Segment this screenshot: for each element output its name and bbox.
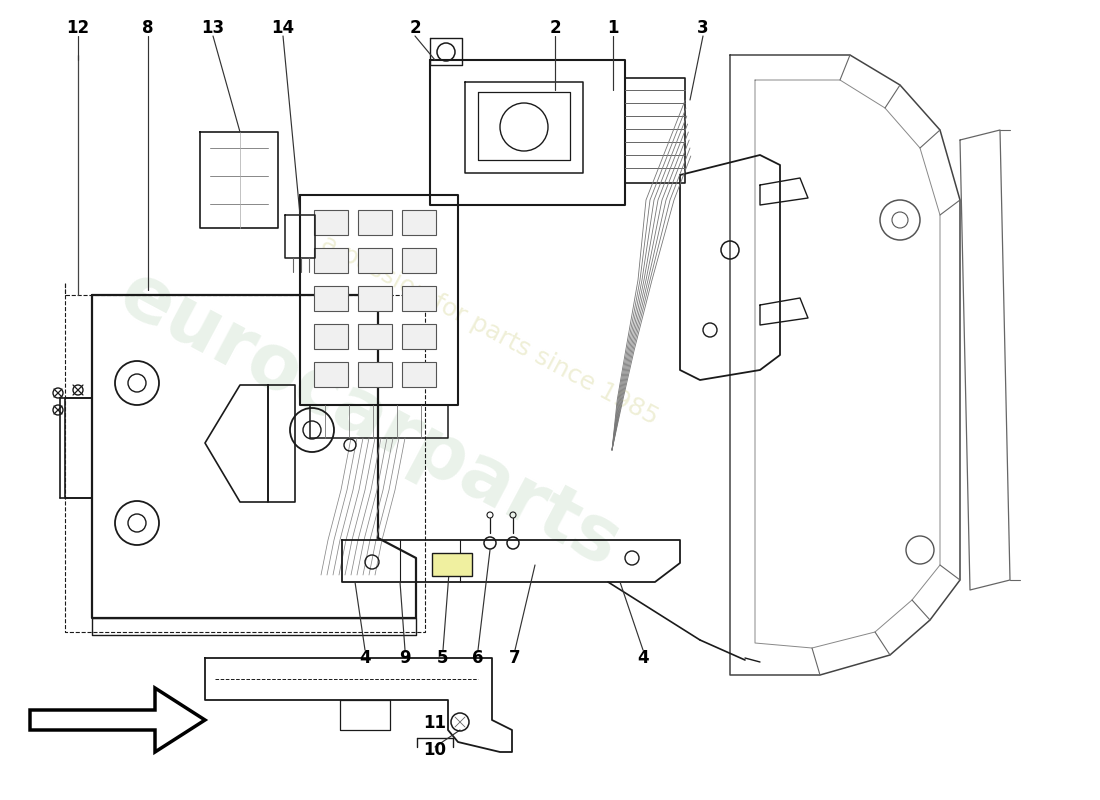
Text: 2: 2	[409, 19, 421, 37]
Polygon shape	[314, 362, 348, 387]
Polygon shape	[314, 324, 348, 349]
Text: a passion for parts since 1985: a passion for parts since 1985	[318, 230, 662, 430]
Polygon shape	[402, 362, 436, 387]
Polygon shape	[314, 286, 348, 311]
Polygon shape	[314, 210, 348, 235]
Text: 2: 2	[549, 19, 561, 37]
Polygon shape	[358, 362, 392, 387]
Polygon shape	[358, 210, 392, 235]
Text: 5: 5	[438, 649, 449, 667]
Text: 4: 4	[637, 649, 649, 667]
Text: 14: 14	[272, 19, 295, 37]
Polygon shape	[314, 248, 348, 273]
Polygon shape	[358, 286, 392, 311]
Polygon shape	[402, 248, 436, 273]
Polygon shape	[358, 324, 392, 349]
Text: 11: 11	[424, 714, 447, 732]
Polygon shape	[432, 553, 472, 576]
Polygon shape	[402, 286, 436, 311]
Polygon shape	[402, 324, 436, 349]
Polygon shape	[30, 688, 205, 752]
Text: 13: 13	[201, 19, 224, 37]
Polygon shape	[358, 248, 392, 273]
Polygon shape	[402, 210, 436, 235]
Text: 10: 10	[424, 741, 447, 759]
Text: 9: 9	[399, 649, 410, 667]
Text: 4: 4	[360, 649, 371, 667]
Text: 6: 6	[472, 649, 484, 667]
Text: 7: 7	[509, 649, 520, 667]
Text: eurocarparts: eurocarparts	[107, 257, 632, 583]
Text: 1: 1	[607, 19, 618, 37]
Text: 12: 12	[66, 19, 89, 37]
Text: 3: 3	[697, 19, 708, 37]
Text: 8: 8	[142, 19, 154, 37]
